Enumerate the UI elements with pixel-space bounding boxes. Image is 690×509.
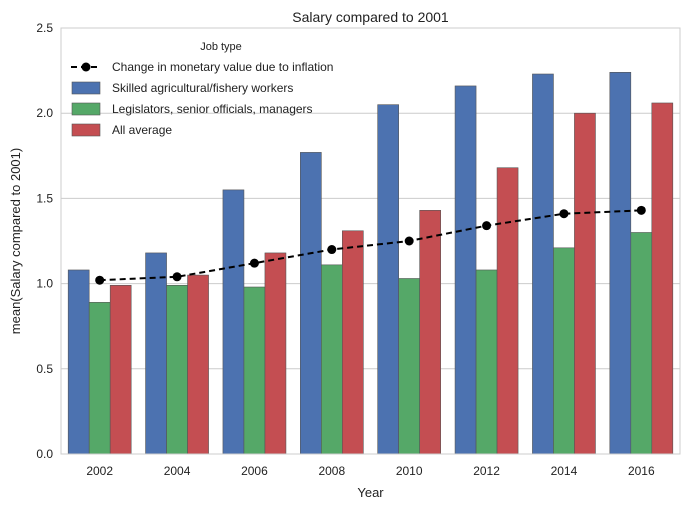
inflation-line xyxy=(95,205,646,285)
bar xyxy=(109,285,132,455)
x-tick-label: 2002 xyxy=(86,464,113,478)
y-tick-label: 1.0 xyxy=(36,277,53,291)
legend-title: Job type xyxy=(200,41,242,53)
legend-label: All average xyxy=(112,123,172,137)
bar xyxy=(454,85,477,455)
legend-marker xyxy=(81,62,91,72)
x-tick-label: 2008 xyxy=(318,464,345,478)
chart-title: Salary compared to 2001 xyxy=(292,9,449,25)
bar xyxy=(243,286,266,455)
legend-item: Change in monetary value due to inflatio… xyxy=(71,60,333,74)
y-axis-title: mean(Salary compared to 2001) xyxy=(8,148,23,334)
legend: Job type Change in monetary value due to… xyxy=(71,41,333,137)
legend-item: All average xyxy=(71,123,172,137)
y-tick-label: 2.0 xyxy=(36,106,53,120)
x-tick-label: 2016 xyxy=(628,464,655,478)
bar xyxy=(67,269,90,455)
legend-label: Skilled agricultural/fishery workers xyxy=(112,81,293,95)
bar xyxy=(398,278,420,455)
inflation-point xyxy=(95,275,105,285)
bar xyxy=(651,102,674,455)
legend-swatch xyxy=(71,123,101,137)
bar xyxy=(475,269,498,455)
legend-label: Change in monetary value due to inflatio… xyxy=(112,60,333,74)
legend-label: Legislators, senior officials, managers xyxy=(112,102,313,116)
inflation-point xyxy=(249,258,259,268)
inflation-line-path xyxy=(99,209,642,282)
legend-swatch xyxy=(71,81,101,95)
bar xyxy=(553,247,575,455)
inflation-point xyxy=(636,205,646,215)
plot-frame xyxy=(60,27,681,455)
bar xyxy=(321,264,343,455)
inflation-point xyxy=(404,236,414,246)
bar xyxy=(264,252,287,455)
x-tick-label: 2010 xyxy=(396,464,423,478)
legend-item: Legislators, senior officials, managers xyxy=(71,102,313,116)
bars xyxy=(67,72,674,455)
bar xyxy=(166,285,188,455)
bar xyxy=(222,189,245,455)
x-axis-tick-labels: 2002 2004 2006 2008 2010 2012 2014 2016 xyxy=(86,464,655,478)
bar xyxy=(630,232,653,455)
bar xyxy=(496,167,519,455)
x-axis-title: Year xyxy=(357,485,384,500)
y-tick-label: 0.0 xyxy=(36,447,53,461)
legend-swatch xyxy=(71,102,101,116)
bar xyxy=(88,302,111,455)
bar xyxy=(609,72,632,455)
x-tick-label: 2014 xyxy=(551,464,578,478)
y-tick-label: 1.5 xyxy=(36,191,53,205)
inflation-point xyxy=(482,221,492,231)
bar xyxy=(532,73,554,455)
x-tick-label: 2012 xyxy=(473,464,500,478)
bar xyxy=(419,210,441,455)
x-tick-label: 2006 xyxy=(241,464,268,478)
bar xyxy=(342,230,364,455)
x-tick-label: 2004 xyxy=(164,464,191,478)
y-axis-tick-labels: 0.0 0.5 1.0 1.5 2.0 2.5 xyxy=(36,21,53,461)
legend-item: Skilled agricultural/fishery workers xyxy=(71,81,293,95)
bar xyxy=(574,112,596,455)
y-tick-label: 2.5 xyxy=(36,21,53,35)
bar xyxy=(145,252,167,455)
inflation-point xyxy=(559,209,569,219)
bar xyxy=(187,274,209,455)
bar xyxy=(300,152,322,455)
bar xyxy=(377,104,399,455)
y-tick-label: 0.5 xyxy=(36,362,53,376)
inflation-point xyxy=(327,245,337,255)
inflation-point xyxy=(172,272,182,282)
